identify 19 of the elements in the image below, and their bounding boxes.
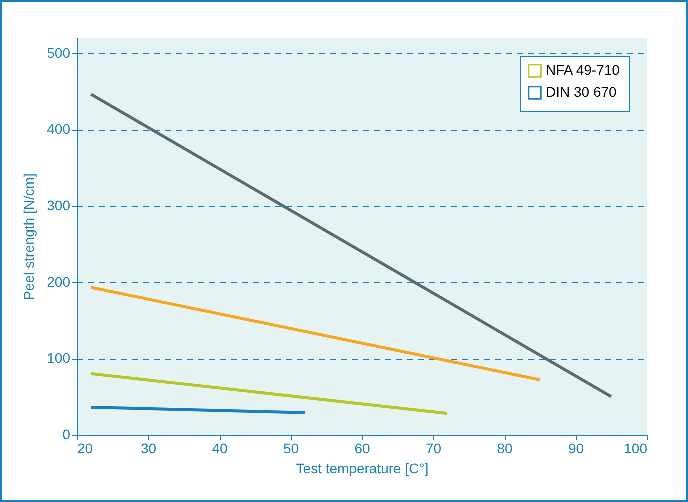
y-tick-label: 100 (47, 350, 71, 366)
y-tick-label: 300 (47, 197, 71, 214)
x-tick-label: 40 (212, 440, 228, 456)
x-tick-label: 20 (78, 440, 94, 456)
y-tick-label: 500 (47, 44, 71, 61)
x-tick-label: 80 (497, 440, 513, 456)
x-tick-label: 70 (426, 440, 442, 456)
y-axis-title: Peel strength [N/cm] (21, 174, 38, 300)
y-tick-label: 400 (47, 121, 71, 138)
x-tick-label: 90 (568, 440, 584, 456)
y-tick-label: 0 (62, 426, 71, 442)
y-tick-label: 200 (47, 274, 71, 290)
x-tick-label: 30 (140, 440, 157, 456)
x-tick-label: 50 (283, 440, 300, 456)
legend-label: DIN 30 670 (546, 84, 618, 100)
x-axis-title: Test temperature [C°] (296, 460, 429, 476)
legend-label: NFA 49-710 (546, 62, 620, 78)
x-tick-label: 60 (354, 440, 370, 456)
x-tick-label: 100 (624, 440, 648, 456)
